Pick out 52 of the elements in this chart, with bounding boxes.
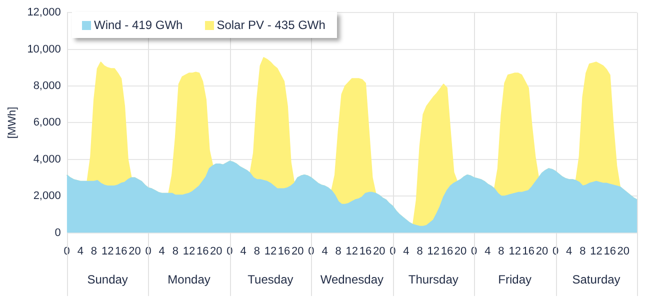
- x-tick-label: 20: [210, 245, 222, 258]
- x-tick-label: 20: [291, 245, 304, 258]
- x-tick-label: 8: [335, 245, 342, 258]
- text: Tuesday: [248, 272, 294, 286]
- x-tick-label: 8: [416, 245, 423, 258]
- y-tick-label: 0: [54, 226, 61, 239]
- text: Thursday: [408, 272, 458, 286]
- x-tick-label: 8: [172, 245, 179, 258]
- x-tick-label: 16: [196, 245, 209, 258]
- legend-label: Solar PV - 435 GWh: [216, 18, 326, 32]
- text: Friday: [498, 272, 532, 286]
- x-tick-label: 8: [498, 245, 504, 258]
- y-tick-label: 2,000: [33, 190, 61, 202]
- x-tick-label: 8: [254, 245, 260, 258]
- text: Saturday: [572, 272, 620, 286]
- x-tick-label: 16: [115, 245, 128, 258]
- x-tick-label: 12: [101, 245, 114, 258]
- x-tick-label: 16: [359, 245, 372, 258]
- text: Wednesday: [320, 272, 384, 286]
- x-tick-label: 12: [590, 245, 602, 258]
- y-tick-label: 12,000: [27, 6, 61, 19]
- x-tick-label: 8: [90, 245, 98, 258]
- x-tick-label: 4: [566, 245, 572, 258]
- y-tick-label: 8,000: [33, 80, 61, 92]
- x-tick-label: 20: [454, 245, 467, 258]
- x-tick-label: 12: [508, 245, 521, 258]
- y-axis-title: [MWh]: [6, 106, 19, 139]
- x-tick-label: 20: [617, 245, 630, 258]
- y-tick-label: 4,000: [33, 153, 61, 166]
- y-tick-label: 6,000: [33, 116, 61, 129]
- x-tick-label: 12: [264, 245, 277, 258]
- x-tick-label: 20: [536, 245, 548, 258]
- legend-label: Wind - 419 GWh: [93, 18, 183, 32]
- x-tick-label: 20: [128, 245, 141, 258]
- x-tick-label: 4: [158, 245, 165, 258]
- x-tick-label: 12: [182, 245, 196, 258]
- x-tick-label: 12: [346, 245, 358, 258]
- x-tick-label: 4: [484, 245, 491, 258]
- x-tick-label: 20: [372, 245, 386, 258]
- x-tick-label: 8: [580, 245, 586, 258]
- text: Monday: [168, 272, 210, 286]
- x-tick-label: 4: [403, 245, 410, 258]
- text: Sunday: [87, 272, 128, 286]
- x-tick-label: 4: [77, 245, 84, 258]
- x-tick-label: 16: [604, 245, 616, 258]
- x-tick-label: 16: [278, 245, 290, 258]
- x-tick-label: 4: [240, 245, 246, 258]
- x-tick-label: 4: [322, 245, 328, 258]
- x-tick-label: 12: [427, 245, 440, 258]
- x-tick-label: 16: [522, 245, 535, 258]
- y-tick-label: 10,000: [27, 43, 61, 56]
- x-tick-label: 16: [440, 245, 454, 258]
